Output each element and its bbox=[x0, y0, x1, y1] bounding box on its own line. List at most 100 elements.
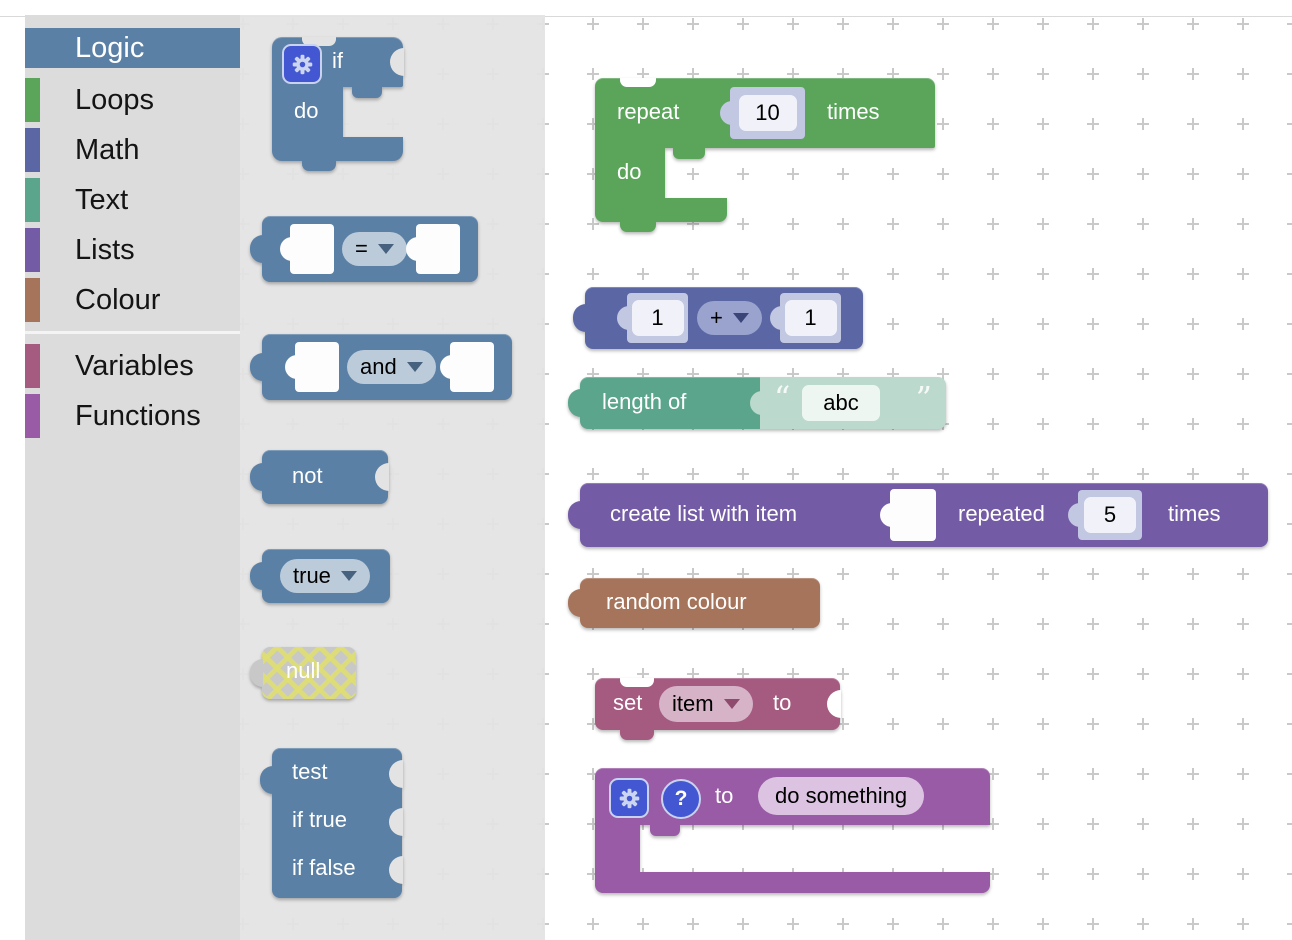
category-label: Loops bbox=[75, 84, 155, 116]
toolbox: Logic Loops Math Text Lists Colour Varia… bbox=[25, 15, 240, 940]
workspace-block-arithmetic[interactable]: 1 + 1 bbox=[573, 287, 863, 349]
sidebar-item-loops[interactable]: Loops bbox=[25, 78, 240, 122]
socket-nub bbox=[406, 237, 418, 261]
flyout-block-null[interactable]: null bbox=[250, 647, 356, 699]
if-label: if bbox=[332, 48, 343, 73]
category-label: Logic bbox=[75, 32, 145, 64]
category-color-chip bbox=[25, 228, 40, 272]
boolean-dropdown[interactable]: true bbox=[280, 559, 370, 593]
workspace-block-create-list[interactable]: create list with item repeated 5 times bbox=[568, 483, 1268, 547]
puzzle-tab bbox=[250, 463, 263, 491]
times-label: times bbox=[1168, 501, 1221, 526]
count-field[interactable]: 10 bbox=[738, 95, 797, 131]
bottom-notch bbox=[302, 161, 336, 171]
category-label: Lists bbox=[75, 234, 135, 266]
sidebar-item-functions[interactable]: Functions bbox=[25, 394, 240, 438]
right-value-field[interactable]: 1 bbox=[784, 300, 837, 336]
chevron-down-icon bbox=[377, 244, 394, 254]
text-shadow-block[interactable]: “ abc ” bbox=[750, 377, 946, 429]
number-shadow-block[interactable]: 1 bbox=[770, 293, 841, 343]
socket-nub bbox=[720, 101, 732, 125]
test-label: test bbox=[292, 759, 328, 784]
workspace-block-repeat[interactable]: repeat 10 times do bbox=[595, 78, 937, 234]
category-label: Functions bbox=[75, 400, 201, 432]
value-socket bbox=[390, 48, 404, 76]
operator-dropdown[interactable]: = bbox=[342, 232, 407, 266]
puzzle-tab bbox=[573, 304, 586, 332]
category-color-chip bbox=[25, 394, 40, 438]
category-label: Colour bbox=[75, 284, 161, 316]
socket-nub bbox=[770, 306, 782, 330]
close-quote: ” bbox=[915, 379, 932, 417]
random-colour-label: random colour bbox=[606, 589, 747, 614]
flyout-block-compare[interactable]: = bbox=[250, 216, 478, 282]
socket-nub bbox=[285, 355, 297, 379]
help-icon[interactable]: ? bbox=[661, 779, 701, 819]
category-color-chip bbox=[25, 278, 40, 322]
puzzle-tab bbox=[250, 353, 263, 381]
repeated-label: repeated bbox=[958, 501, 1045, 526]
flyout-block-and[interactable]: and bbox=[250, 334, 512, 400]
top-notch bbox=[620, 678, 654, 687]
puzzle-tab bbox=[568, 501, 581, 529]
workspace-block-length-of[interactable]: length of “ abc ” bbox=[568, 377, 946, 429]
gear-icon[interactable] bbox=[282, 44, 322, 84]
value-socket bbox=[375, 463, 389, 491]
not-label: not bbox=[292, 463, 323, 488]
variable-value: item bbox=[672, 691, 714, 716]
value-socket bbox=[285, 342, 339, 392]
gear-icon[interactable] bbox=[609, 778, 649, 818]
number-shadow-block[interactable]: 5 bbox=[1068, 490, 1142, 540]
value-socket bbox=[389, 856, 403, 884]
category-separator bbox=[25, 331, 240, 334]
operator-dropdown[interactable]: + bbox=[697, 301, 762, 335]
function-name-field[interactable]: do something bbox=[758, 777, 925, 815]
value-socket bbox=[280, 224, 334, 274]
flyout-block-if[interactable]: if do bbox=[272, 37, 405, 207]
number-shadow-block[interactable]: 10 bbox=[720, 87, 805, 139]
boolean-value: true bbox=[293, 563, 331, 588]
number-shadow-block[interactable]: 1 bbox=[617, 293, 688, 343]
create-list-label: create list with item bbox=[610, 501, 798, 526]
flyout-block-boolean[interactable]: true bbox=[250, 549, 390, 603]
sidebar-item-lists[interactable]: Lists bbox=[25, 228, 240, 272]
puzzle-tab bbox=[250, 659, 263, 687]
open-quote: “ bbox=[774, 379, 791, 417]
sidebar-item-logic[interactable]: Logic bbox=[25, 28, 240, 68]
workspace-block-function-def[interactable]: ? to do something bbox=[595, 768, 990, 893]
puzzle-tab bbox=[568, 589, 581, 617]
left-value-field[interactable]: 1 bbox=[631, 300, 684, 336]
category-color-chip bbox=[25, 344, 40, 388]
times-label: times bbox=[827, 99, 880, 124]
bottom-notch bbox=[620, 222, 656, 232]
repeat-label: repeat bbox=[617, 99, 680, 124]
value-socket bbox=[440, 342, 494, 392]
socket-nub bbox=[280, 237, 292, 261]
workspace-top-border bbox=[0, 16, 1292, 17]
help-glyph: ? bbox=[674, 787, 688, 810]
operator-dropdown[interactable]: and bbox=[347, 350, 436, 384]
sidebar-item-colour[interactable]: Colour bbox=[25, 278, 240, 322]
count-field[interactable]: 5 bbox=[1084, 497, 1136, 533]
workspace-block-set-variable[interactable]: set item to bbox=[595, 678, 841, 740]
puzzle-tab bbox=[568, 389, 581, 417]
statement-notch bbox=[673, 148, 705, 159]
to-label: to bbox=[715, 783, 734, 808]
do-label: do bbox=[294, 98, 319, 123]
statement-notch bbox=[650, 825, 680, 836]
sidebar-item-math[interactable]: Math bbox=[25, 128, 240, 172]
flyout-block-ternary[interactable]: test if true if false bbox=[260, 748, 403, 898]
sidebar-item-text[interactable]: Text bbox=[25, 178, 240, 222]
variable-dropdown[interactable]: item bbox=[659, 686, 753, 722]
category-label: Text bbox=[75, 184, 129, 216]
text-field[interactable]: abc bbox=[802, 385, 880, 421]
category-color-chip bbox=[25, 78, 40, 122]
flyout-block-not[interactable]: not bbox=[250, 450, 389, 504]
chevron-down-icon bbox=[340, 571, 357, 581]
socket-nub bbox=[880, 503, 892, 527]
sidebar-item-variables[interactable]: Variables bbox=[25, 344, 240, 388]
workspace-block-random-colour[interactable]: random colour bbox=[568, 578, 820, 628]
puzzle-tab bbox=[250, 235, 263, 263]
puzzle-tab bbox=[250, 562, 263, 590]
to-label: to bbox=[773, 690, 792, 715]
